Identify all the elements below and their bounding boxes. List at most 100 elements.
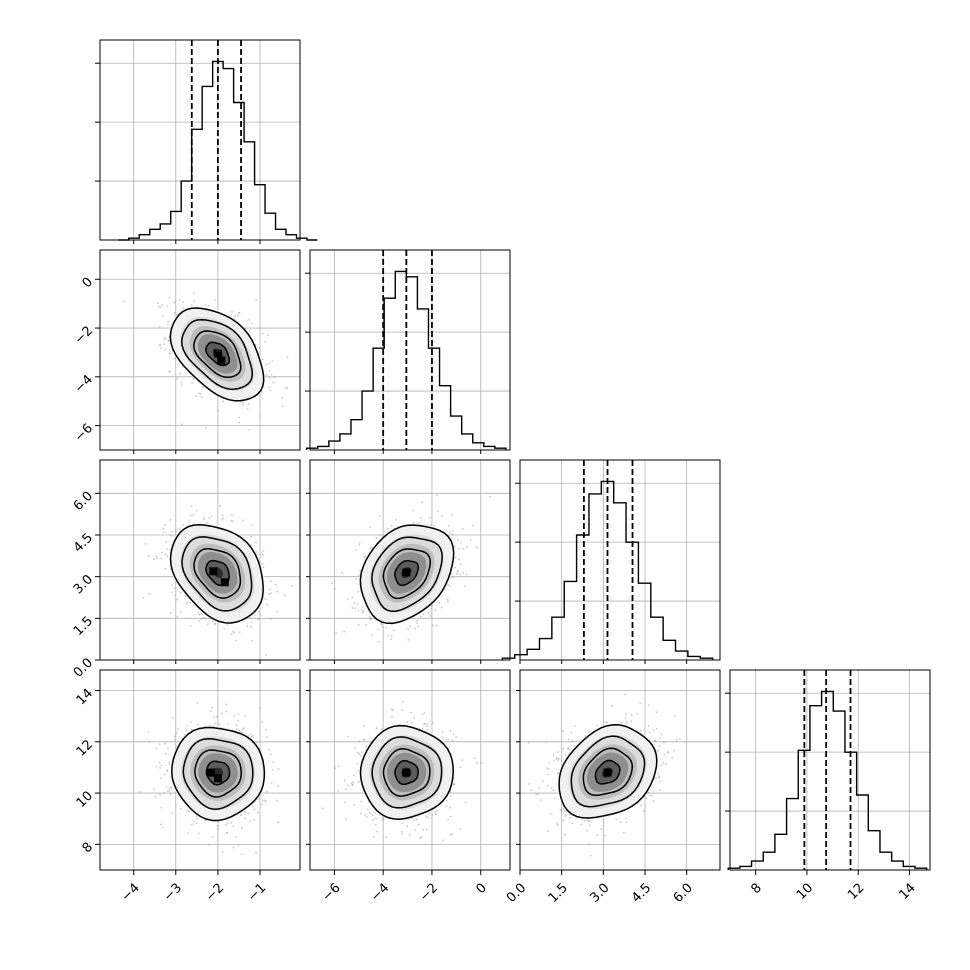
panel-r2-c1-point — [377, 628, 380, 631]
ytick-label-2-4: 6.0 — [71, 489, 96, 514]
xtick-label-3-1: 10 — [794, 881, 816, 903]
panel-r2-c1-point — [334, 587, 336, 590]
panel-r3-c1-point — [401, 822, 404, 824]
panel-r2-c0-point — [231, 520, 234, 523]
panel-r3-c0-point — [159, 766, 162, 769]
panel-r3-c2-point — [663, 741, 665, 744]
panel-r3-c0-point — [255, 741, 258, 744]
panel-r2-c0-contour-0 — [169, 523, 264, 624]
panel-r2-c0-point — [205, 617, 208, 620]
panel-r3-c2-point — [557, 772, 560, 774]
panel-r3-c1-point — [425, 725, 428, 727]
panel-r3-c0-point — [184, 733, 186, 736]
panel-r3-c1-point — [421, 713, 424, 716]
panel-r3-c1-point — [376, 830, 378, 833]
panel-r1-c0-point — [198, 392, 200, 395]
panel-r3-c2-point — [574, 725, 576, 727]
panel-r2-c0-point — [198, 613, 201, 616]
panel-r3-c2-point — [548, 761, 551, 764]
panel-r2-c1-point — [448, 531, 451, 534]
panel-r3-c1-point — [423, 712, 426, 714]
panel-r3-c0-point — [155, 766, 158, 768]
panel-r3-c0-point — [160, 764, 163, 767]
panel-r3-c1-point — [380, 727, 383, 730]
panel-r3-c0-point — [190, 728, 193, 731]
panel-r3-c2-point — [571, 740, 574, 743]
panel-r3-c2-point — [549, 813, 552, 815]
panel-r2-c1-point — [391, 623, 393, 626]
panel-r2-c1-point — [357, 609, 360, 612]
panel-r3-c0-point — [243, 727, 245, 729]
panel-r3-c2-point — [625, 713, 627, 715]
panel-r2-c0-point — [232, 631, 235, 634]
panel-r3-c1-point — [346, 735, 349, 738]
panel-r2-c1-point — [450, 573, 453, 576]
panel-r1-c0-point — [201, 396, 203, 399]
panel-r3-c1-point — [406, 721, 409, 723]
panel-r2-c1-point — [469, 538, 472, 541]
panel-r3-c0-point — [277, 821, 280, 824]
panel-r3-c2-point — [558, 757, 560, 760]
panel-r2-c1-frame — [309, 459, 511, 661]
panel-r3-c1-point — [426, 728, 429, 731]
panel-r3-c0-point — [195, 822, 198, 825]
panel-r3-c1-point — [481, 762, 483, 764]
panel-r2-c1-point — [343, 630, 346, 633]
panel-r3-c0-point — [244, 811, 246, 813]
panel-r2-c0-point — [257, 618, 259, 621]
panel-r1-c0-point — [273, 376, 276, 379]
panel-r3-c2-point — [648, 704, 650, 706]
panel-r3-c2-point — [539, 799, 542, 801]
panel-r2-c1-point — [461, 527, 464, 530]
panel-r3-c2-point — [570, 731, 573, 734]
panel-r2-c0-point — [169, 568, 172, 571]
panel-r3-c0-point — [161, 826, 164, 829]
panel-r2-c0-point — [169, 548, 172, 551]
ytick-label-3-3: 14 — [74, 686, 96, 708]
panel-r3-c1-point — [426, 816, 429, 819]
panel-r2-c1-point — [454, 566, 456, 569]
panel-r1-c0-point — [182, 301, 184, 303]
panel-r3-c0-point — [164, 773, 167, 776]
panel-r1-c0-point — [272, 381, 275, 384]
panel-r3-c0-point — [253, 819, 255, 821]
panel-r2-c1-point — [417, 625, 420, 628]
panel-r3-c2-point — [545, 740, 548, 743]
panel-r2-c0-point — [156, 557, 158, 560]
panel-r3-c2-point — [605, 721, 607, 724]
panel-r2-c1-point — [462, 571, 465, 574]
panel-r2-c0-point — [259, 613, 262, 616]
panel-r3-c0-point — [177, 728, 180, 730]
panel-r2-c1-point — [458, 558, 461, 561]
panel-r2-c1-point — [422, 613, 425, 616]
panel-r1-c0-point — [159, 306, 162, 308]
panel-r1-c0-point — [268, 376, 271, 379]
panel-r3-c1-contour-3 — [394, 759, 419, 786]
panel-r1-c0-point — [192, 377, 195, 380]
panel-r3-c0-point — [154, 795, 157, 798]
panel-r1-c0-point — [195, 395, 198, 397]
panel-r3-c2-point — [659, 780, 662, 783]
panel-r1-c0-point — [163, 338, 165, 341]
panel-r2-c1-point — [358, 574, 360, 576]
panel-r3-c1-point — [375, 817, 377, 820]
panel-r3-c2-point — [564, 753, 567, 756]
panel-r3-c0-point — [237, 719, 240, 722]
panel-r3-c1-point — [451, 739, 454, 742]
xtick-label-1-0: −6 — [319, 881, 343, 905]
panel-r2-c1-point — [351, 596, 354, 599]
panel-r3-c0-point — [190, 823, 193, 826]
panel-r1-c0-point — [236, 314, 239, 317]
panel-r2-c0-point — [255, 541, 257, 544]
panel-r1-c0-point — [268, 386, 270, 389]
panel-r3-c2-point — [588, 824, 591, 827]
panel-r2-c1-peak-0 — [402, 568, 411, 577]
panel-r2-c1-point — [355, 578, 357, 580]
panel-r3-c0-point — [169, 793, 172, 796]
panel-r1-c0-point — [157, 302, 160, 305]
panel-r2-c0-point — [221, 514, 224, 517]
panel-r2-c1-point — [369, 526, 371, 528]
panel-r1-c0-point — [286, 386, 289, 389]
panel-r3-c1-point — [347, 784, 349, 787]
marks-layer — [118, 40, 928, 870]
